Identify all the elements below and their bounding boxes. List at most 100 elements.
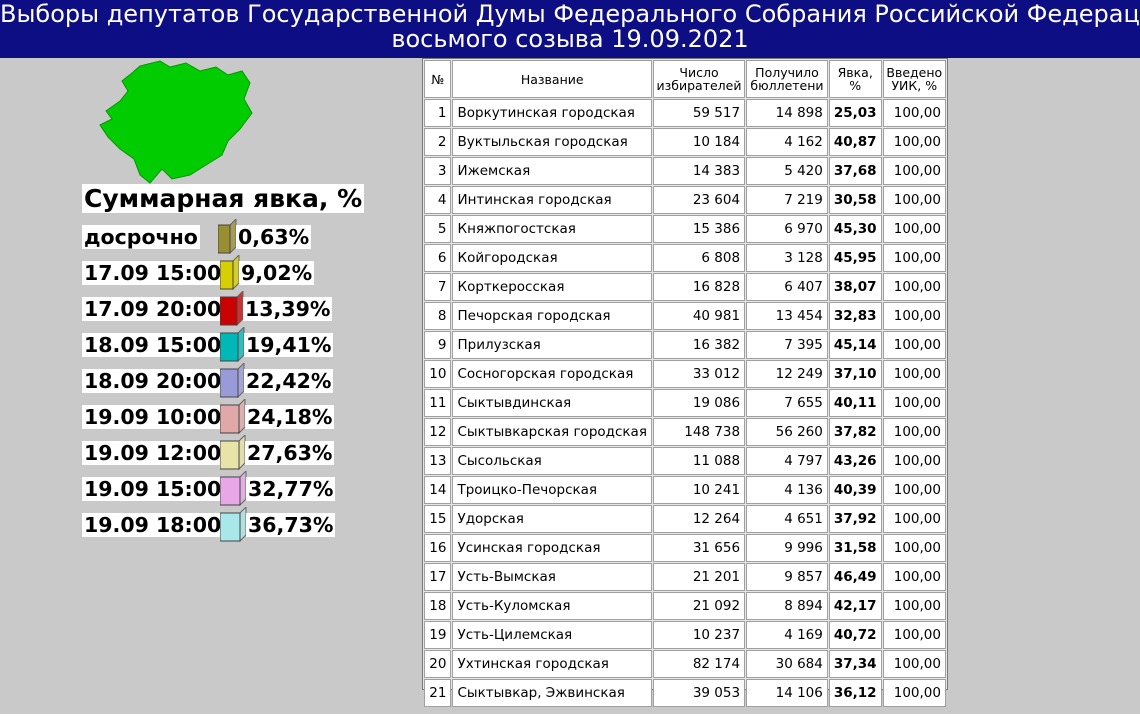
col-header-no[interactable]: № [424, 60, 452, 98]
table-row[interactable]: 4 Интинская городская 23 604 7 219 30,58 100,… [424, 186, 946, 214]
cell-voters: 31 656 [652, 534, 746, 562]
table-row[interactable]: 20 Ухтинская городская 82 174 30 684 37,34 10… [424, 650, 946, 678]
turnout-time-label: 19.09 15:00 [82, 477, 224, 501]
table-row[interactable]: 18 Усть-Куломская 21 092 8 894 42,17 100,00 [424, 592, 946, 620]
cell-turnout: 40,87 [828, 128, 882, 156]
cell-district-name: Койгородская [452, 244, 652, 272]
cell-district-name: Корткеросская [452, 273, 652, 301]
cell-district-name: Ухтинская городская [452, 650, 652, 678]
cell-voters: 40 981 [652, 302, 746, 330]
table-row[interactable]: 7 Корткеросская 16 828 6 407 38,07 100,00 [424, 273, 946, 301]
table-row[interactable]: 11 Сыктывдинская 19 086 7 655 40,11 100,00 [424, 389, 946, 417]
cell-voters: 148 738 [652, 418, 746, 446]
cell-no: 9 [424, 331, 452, 359]
table-header-row: № Название Число избирателей Получило бю… [424, 60, 946, 98]
turnout-bar [220, 435, 246, 471]
cell-turnout: 42,17 [828, 592, 882, 620]
cell-reported: 100,00 [882, 360, 946, 388]
cell-district-name: Сысольская [452, 447, 652, 475]
turnout-title: Суммарная явка, % [82, 184, 365, 213]
turnout-time-label: досрочно [82, 225, 200, 249]
table-row[interactable]: 13 Сысольская 11 088 4 797 43,26 100,00 [424, 447, 946, 475]
cell-turnout: 32,83 [828, 302, 882, 330]
turnout-time-label: 17.09 15:00 [82, 261, 224, 285]
cell-reported: 100,00 [882, 331, 946, 359]
cell-voters: 10 237 [652, 621, 746, 649]
table-row[interactable]: 15 Удорская 12 264 4 651 37,92 100,00 [424, 505, 946, 533]
cell-voters: 23 604 [652, 186, 746, 214]
cell-turnout: 37,68 [828, 157, 882, 185]
cell-reported: 100,00 [882, 563, 946, 591]
cell-voters: 11 088 [652, 447, 746, 475]
cell-ballots: 9 857 [746, 563, 828, 591]
cell-no: 10 [424, 360, 452, 388]
cell-voters: 39 053 [652, 679, 746, 707]
cell-turnout: 37,34 [828, 650, 882, 678]
turnout-time-label: 18.09 20:00 [82, 369, 224, 393]
cell-ballots: 7 395 [746, 331, 828, 359]
turnout-time-label: 17.09 20:00 [82, 297, 224, 321]
table-row[interactable]: 2 Вуктыльская городская 10 184 4 162 40,87 10… [424, 128, 946, 156]
cell-turnout: 40,11 [828, 389, 882, 417]
cell-turnout: 45,14 [828, 331, 882, 359]
cell-reported: 100,00 [882, 592, 946, 620]
cell-turnout: 37,82 [828, 418, 882, 446]
cell-voters: 6 808 [652, 244, 746, 272]
turnout-bar [220, 507, 247, 543]
cell-voters: 10 184 [652, 128, 746, 156]
turnout-value: 19,41% [244, 333, 334, 357]
turnout-row: 18.09 20:00 22,42% [82, 363, 382, 399]
table-row[interactable]: 10 Сосногорская городская 33 012 12 249 37,1… [424, 360, 946, 388]
table-row[interactable]: 17 Усть-Вымская 21 201 9 857 46,49 100,00 [424, 563, 946, 591]
turnout-bar [220, 255, 240, 291]
table-row[interactable]: 19 Усть-Цилемская 10 237 4 169 40,72 100,00 [424, 621, 946, 649]
cell-district-name: Сыктывкарская городская [452, 418, 652, 446]
table-row[interactable]: 9 Прилузская 16 382 7 395 45,14 100,00 [424, 331, 946, 359]
cell-ballots: 4 797 [746, 447, 828, 475]
turnout-row: досрочно 0,63% [82, 219, 382, 255]
col-header-turnout[interactable]: Явка, % [828, 60, 882, 98]
cell-reported: 100,00 [882, 679, 946, 707]
turnout-row: 17.09 15:00 9,02% [82, 255, 382, 291]
col-header-name[interactable]: Название [452, 60, 652, 98]
col-header-ballots[interactable]: Получило бюллетени [746, 60, 828, 98]
table-row[interactable]: 1 Воркутинская городская 59 517 14 898 25,03… [424, 99, 946, 127]
cell-voters: 21 201 [652, 563, 746, 591]
cell-reported: 100,00 [882, 157, 946, 185]
table-row[interactable]: 8 Печорская городская 40 981 13 454 32,83 100… [424, 302, 946, 330]
table-row[interactable]: 3 Ижемская 14 383 5 420 37,68 100,00 [424, 157, 946, 185]
turnout-list: досрочно 0,63% 17.09 15:00 9,02% 17.09 20:00… [82, 219, 382, 543]
cell-district-name: Троицко-Печорская [452, 476, 652, 504]
cell-voters: 14 383 [652, 157, 746, 185]
region-map-shape[interactable] [99, 60, 253, 184]
cell-ballots: 12 249 [746, 360, 828, 388]
cell-turnout: 25,03 [828, 99, 882, 127]
cell-no: 18 [424, 592, 452, 620]
cell-ballots: 56 260 [746, 418, 828, 446]
cell-district-name: Усинская городская [452, 534, 652, 562]
cell-reported: 100,00 [882, 186, 946, 214]
cell-no: 5 [424, 215, 452, 243]
col-header-voters[interactable]: Число избирателей [652, 60, 746, 98]
table-row[interactable]: 5 Княжпогостская 15 386 6 970 45,30 100,00 [424, 215, 946, 243]
cell-district-name: Печорская городская [452, 302, 652, 330]
cell-ballots: 3 128 [746, 244, 828, 272]
col-header-reported[interactable]: Введено УИК, % [882, 60, 946, 98]
table-row[interactable]: 16 Усинская городская 31 656 9 996 31,58 100,… [424, 534, 946, 562]
cell-reported: 100,00 [882, 418, 946, 446]
turnout-value: 24,18% [245, 405, 335, 429]
table-row[interactable]: 12 Сыктывкарская городская 148 738 56 260 37… [424, 418, 946, 446]
table-row[interactable]: 21 Сыктывкар, Эжвинская 39 053 14 106 36,12 1… [424, 679, 946, 707]
cell-reported: 100,00 [882, 447, 946, 475]
turnout-bar [220, 399, 246, 435]
cell-no: 17 [424, 563, 452, 591]
region-map[interactable] [0, 58, 260, 188]
cell-reported: 100,00 [882, 505, 946, 533]
cell-ballots: 13 454 [746, 302, 828, 330]
cell-ballots: 6 407 [746, 273, 828, 301]
turnout-row: 19.09 15:00 32,77% [82, 471, 382, 507]
table-row[interactable]: 14 Троицко-Печорская 10 241 4 136 40,39 100,0… [424, 476, 946, 504]
table-row[interactable]: 6 Койгородская 6 808 3 128 45,95 100,00 [424, 244, 946, 272]
cell-no: 14 [424, 476, 452, 504]
cell-no: 8 [424, 302, 452, 330]
